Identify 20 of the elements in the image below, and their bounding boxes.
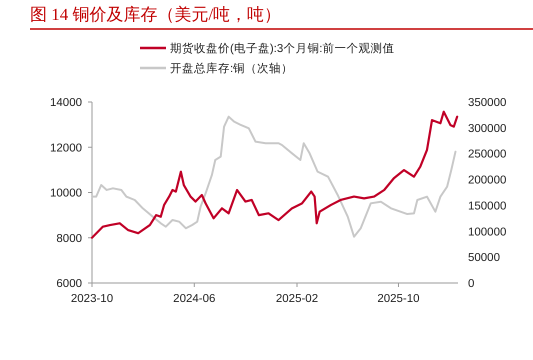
y2-tick-label: 350000	[468, 97, 506, 109]
y-tick-label: 10000	[50, 188, 82, 200]
y-tick-label: 14000	[50, 97, 82, 109]
y2-tick-label: 100000	[468, 226, 506, 238]
y2-tick-label: 50000	[468, 252, 500, 264]
y2-tick-label: 150000	[468, 200, 506, 212]
chart-title: 图 14 铜价及库存（美元/吨，吨）	[30, 5, 282, 24]
y2-tick-label: 200000	[468, 174, 506, 187]
y-tick-label: 8000	[56, 232, 82, 245]
y-tick-label: 12000	[50, 142, 82, 154]
legend-label: 开盘总库存:铜（次轴）	[170, 61, 294, 75]
x-tick-label: 2023-10	[70, 293, 114, 305]
legend-label: 期货收盘价(电子盘):3个月铜:前一个观测值	[170, 42, 394, 55]
x-tick-label: 2024-06	[173, 293, 216, 305]
y2-tick-label: 0	[468, 278, 474, 290]
x-tick-label: 2025-10	[377, 293, 420, 305]
x-tick-label: 2025-02	[276, 293, 318, 305]
y-tick-label: 6000	[56, 278, 82, 290]
y2-tick-label: 300000	[468, 122, 506, 135]
y2-tick-label: 250000	[468, 148, 506, 161]
